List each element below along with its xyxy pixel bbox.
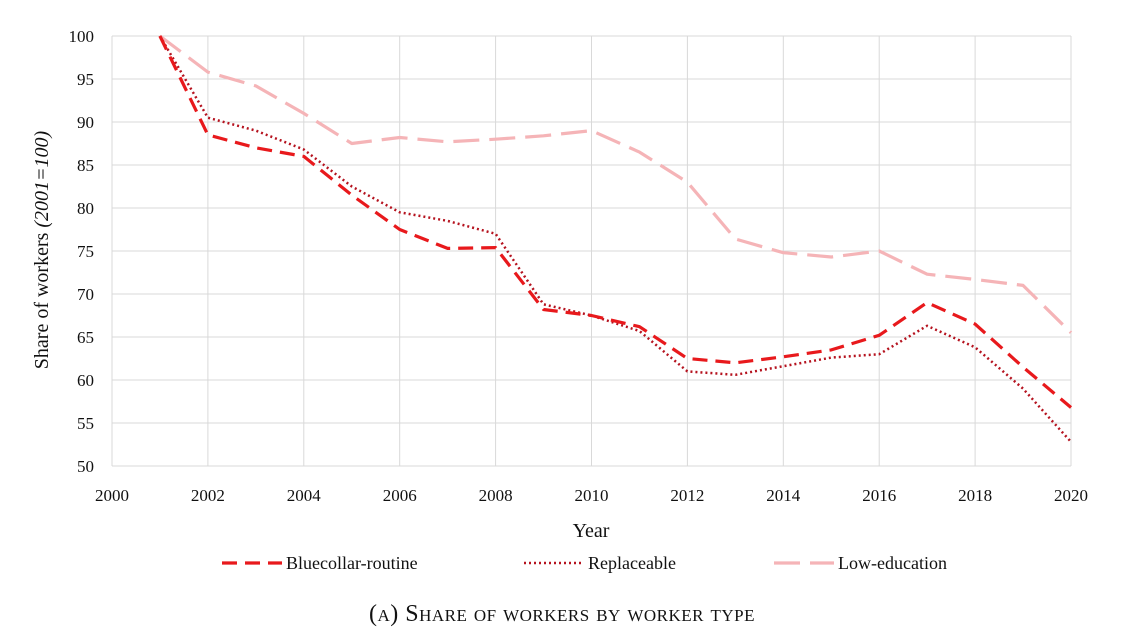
x-tick-label: 2020	[1054, 486, 1088, 505]
legend-label-bluecollar-routine: Bluecollar-routine	[286, 553, 418, 573]
y-axis-title-main: Share of workers	[31, 228, 53, 370]
x-tick-label: 2018	[958, 486, 992, 505]
y-tick-label: 60	[77, 371, 94, 390]
tick-labels: 50 55 60 65 70 75 80 85 90 95 100 2000 2002 2004 2006 2…	[69, 27, 1089, 505]
figure-caption: (a) Share of workers by worker type	[0, 601, 1124, 628]
y-tick-label: 90	[77, 113, 94, 132]
y-axis-title: Share of workers (2001=100)	[31, 130, 53, 369]
y-tick-label: 85	[77, 156, 94, 175]
x-tick-label: 2008	[479, 486, 513, 505]
y-tick-label: 80	[77, 199, 94, 218]
x-tick-label: 2010	[575, 486, 609, 505]
x-tick-label: 2012	[670, 486, 704, 505]
series-lines	[158, 34, 1073, 443]
chart-svg: 50 55 60 65 70 75 80 85 90 95 100 2000 2002 2004 2006 2…	[31, 27, 1089, 573]
x-tick-label: 2004	[287, 486, 322, 505]
y-tick-label: 65	[77, 328, 94, 347]
x-tick-label: 2006	[383, 486, 417, 505]
y-tick-label: 55	[77, 414, 94, 433]
x-tick-label: 2000	[95, 486, 129, 505]
series-line-low-education	[158, 34, 1073, 334]
y-tick-label: 75	[77, 242, 94, 261]
y-axis-title-italic: (2001=100)	[31, 130, 53, 227]
y-tick-label: 50	[77, 457, 94, 476]
grid-lines	[111, 35, 1072, 467]
series-line-replaceable	[158, 35, 1072, 443]
caption-text: Share of workers by worker type	[405, 601, 755, 627]
y-tick-label: 100	[69, 27, 95, 46]
x-tick-label: 2014	[766, 486, 801, 505]
series-line-bluecollar-routine	[158, 35, 1073, 409]
y-tick-label: 95	[77, 70, 94, 89]
x-axis-title: Year	[573, 520, 610, 542]
caption-label: (a)	[368, 601, 406, 627]
legend-label-replaceable: Replaceable	[588, 553, 676, 573]
x-tick-label: 2016	[862, 486, 896, 505]
x-tick-label: 2002	[191, 486, 225, 505]
legend-label-low-education: Low-education	[838, 553, 947, 573]
legend: Bluecollar-routine Replaceable Low-educati…	[222, 553, 947, 573]
y-tick-label: 70	[77, 285, 94, 304]
